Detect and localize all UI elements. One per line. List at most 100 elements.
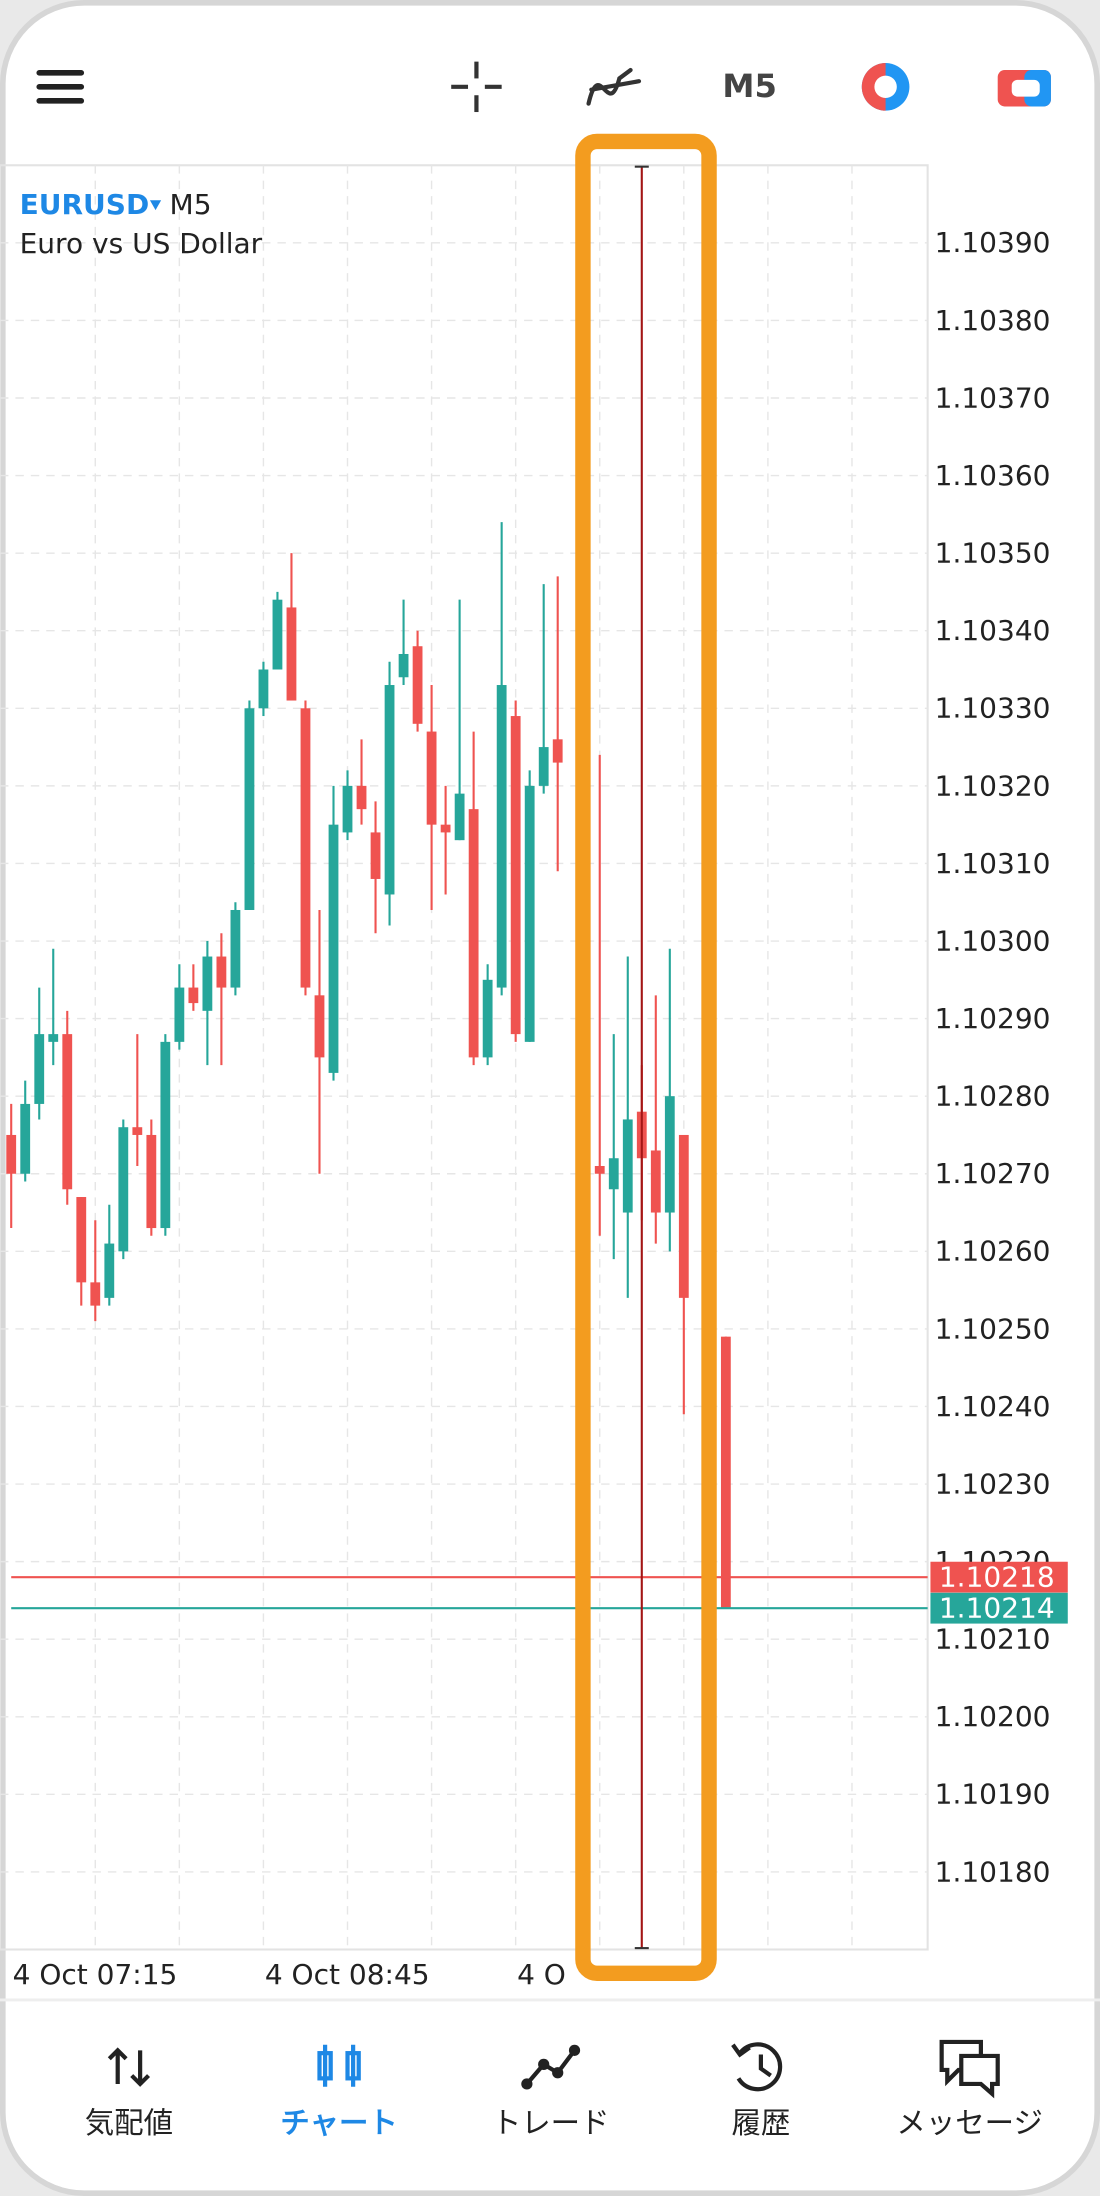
nav-label[interactable]: メッセージ (896, 2106, 1042, 2140)
candle-body (6, 1134, 17, 1174)
candle-body (286, 607, 297, 701)
trade-button[interactable] (861, 63, 910, 111)
candle-body (258, 669, 269, 709)
candle-body (48, 1034, 59, 1042)
candle-body (314, 995, 325, 1058)
candle-body (496, 685, 507, 988)
candle-body (412, 646, 423, 724)
y-tick-label: 1.10290 (935, 1002, 1051, 1035)
candle-body (664, 1096, 675, 1213)
candle-body (146, 1134, 157, 1229)
nav-quotes[interactable]: 気配値 (85, 2047, 173, 2140)
y-tick-label: 1.10230 (935, 1467, 1051, 1500)
candle-body (650, 1150, 661, 1213)
candle-body (188, 987, 199, 1004)
candle-body (76, 1197, 87, 1283)
y-axis: 1.101801.101901.102001.102101.102201.102… (935, 226, 1051, 1888)
candle-body (370, 832, 381, 879)
y-tick-label: 1.10380 (935, 304, 1051, 337)
y-tick-label: 1.10190 (935, 1778, 1051, 1811)
nav-chart[interactable]: チャート (280, 2044, 398, 2140)
timeframe-button[interactable]: M5 (722, 67, 776, 105)
candle-body (356, 785, 367, 810)
candle-body (202, 956, 213, 1011)
candle-body (342, 785, 353, 833)
y-tick-label: 1.10310 (935, 847, 1051, 880)
candle-body (426, 731, 437, 825)
candle-body (300, 708, 311, 988)
price-label: 1.10218 (939, 1561, 1055, 1594)
crosshair-button[interactable] (451, 61, 502, 113)
symbol-description: Euro vs US Dollar (20, 227, 263, 260)
candle-body (174, 987, 185, 1042)
nav-messages[interactable]: メッセージ (896, 2039, 1043, 2140)
menu-button[interactable] (36, 70, 85, 104)
y-tick-label: 1.10240 (935, 1390, 1051, 1423)
nav-label[interactable]: チャート (280, 2106, 397, 2140)
x-axis: 4 Oct 07:15 4 Oct 08:45 4 O (13, 1958, 566, 1991)
nav-history[interactable]: 履歴 (731, 2042, 790, 2140)
y-tick-label: 1.10300 (935, 924, 1051, 957)
windows-button[interactable] (997, 70, 1051, 107)
y-tick-label: 1.10350 (935, 537, 1051, 570)
candle-body (524, 785, 535, 1042)
candle-body (720, 1336, 731, 1609)
candle-body (216, 956, 227, 988)
candle-body (230, 909, 241, 988)
nav-label[interactable]: 履歴 (731, 2106, 790, 2140)
y-tick-label: 1.10210 (935, 1623, 1051, 1656)
candle-body (34, 1034, 45, 1104)
price-label-box (930, 1561, 1068, 1593)
nav-label[interactable]: 気配値 (85, 2106, 173, 2140)
candle-body (384, 685, 395, 895)
y-tick-label: 1.10320 (935, 769, 1051, 802)
y-tick-label: 1.10330 (935, 692, 1051, 725)
toolbar: M5 (36, 61, 1051, 113)
candle-body (104, 1243, 115, 1298)
y-tick-label: 1.10340 (935, 614, 1051, 647)
plot-frame (0, 164, 929, 1951)
candle-body (538, 747, 549, 786)
candle-body (468, 809, 479, 1058)
price-label: 1.10214 (939, 1592, 1055, 1625)
price-label-box (930, 1592, 1068, 1624)
nav-bar: 気配値 チャート トレード 履歴 メッセージ (85, 2039, 1043, 2140)
chart-timeframe: M5 (170, 188, 212, 221)
nav-label[interactable]: トレード (492, 2106, 610, 2140)
symbol-dropdown[interactable] (149, 200, 162, 211)
candle-body (20, 1103, 31, 1174)
indicators-button[interactable] (586, 67, 642, 106)
highlight-box (575, 133, 717, 1982)
candle-body (244, 708, 255, 910)
candle-body (328, 824, 339, 1073)
x-tick-label: 4 Oct 08:45 (265, 1958, 430, 1991)
candle-body (594, 1165, 605, 1174)
y-tick-label: 1.10200 (935, 1700, 1051, 1733)
y-tick-label: 1.10180 (935, 1855, 1051, 1888)
candle-body (62, 1034, 73, 1190)
candle-body (440, 824, 451, 833)
grid (0, 165, 928, 1950)
x-tick-label: 4 Oct 07:15 (13, 1958, 178, 1991)
candle-body (272, 599, 283, 670)
candle-body (398, 653, 409, 678)
nav-trade[interactable]: トレード (492, 2044, 610, 2140)
y-tick-label: 1.10270 (935, 1157, 1051, 1190)
y-tick-label: 1.10360 (935, 459, 1051, 492)
candle-body (132, 1127, 143, 1135)
y-tick-label: 1.10250 (935, 1312, 1051, 1345)
x-tick-label: 4 O (517, 1958, 566, 1991)
candle-body (510, 716, 521, 1035)
candle-body (678, 1134, 689, 1298)
y-tick-label: 1.10370 (935, 381, 1051, 414)
symbol[interactable]: EURUSD (20, 188, 150, 221)
candle-body (552, 739, 563, 763)
candle-body (482, 979, 493, 1058)
candles (6, 522, 731, 1609)
candle-body (90, 1282, 101, 1306)
candle-body (160, 1041, 171, 1229)
